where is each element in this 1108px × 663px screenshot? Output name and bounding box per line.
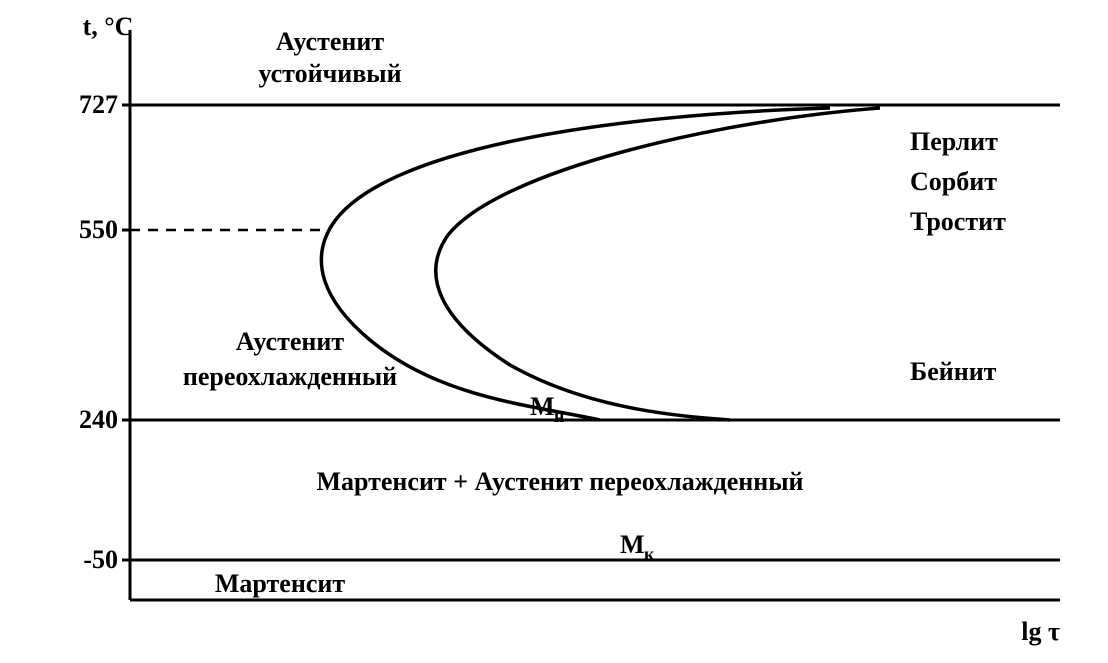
m-start-label: М н	[530, 392, 564, 426]
region-labels: Аустенит устойчивый Перлит Сорбит Трости…	[183, 27, 1006, 598]
label-austenite-super-2: переохлажденный	[183, 362, 397, 391]
ytick-550: 550	[79, 215, 118, 244]
m-n-sub: н	[554, 406, 564, 426]
c-curve-start	[321, 108, 830, 420]
m-k-base: М	[620, 530, 645, 559]
x-axis-label: lg τ	[1021, 617, 1060, 646]
c-curve-finish	[436, 108, 880, 420]
m-finish-label: М к	[620, 530, 655, 564]
label-perlite: Перлит	[910, 127, 998, 156]
m-n-base: М	[530, 392, 555, 421]
m-k-sub: к	[644, 544, 655, 564]
label-austenite-stable-2: устойчивый	[258, 59, 401, 88]
y-tick-labels: 727 550 240 -50	[79, 90, 118, 574]
ytick-minus50: -50	[83, 545, 118, 574]
label-mart-aust: Мартенсит + Аустенит переохлажденный	[316, 467, 803, 496]
ytick-727: 727	[79, 90, 118, 119]
ytick-240: 240	[79, 405, 118, 434]
label-sorbite: Сорбит	[910, 167, 997, 196]
label-austenite-super-1: Аустенит	[236, 327, 344, 356]
label-troostite: Тростит	[910, 207, 1006, 236]
y-axis-label: t, °C	[83, 12, 134, 41]
label-martensite: Мартенсит	[215, 569, 345, 598]
label-bainite: Бейнит	[910, 357, 997, 386]
label-austenite-stable-1: Аустенит	[276, 27, 384, 56]
ttt-diagram: 727 550 240 -50 t, °C lg τ Аустенит усто…	[0, 0, 1108, 663]
